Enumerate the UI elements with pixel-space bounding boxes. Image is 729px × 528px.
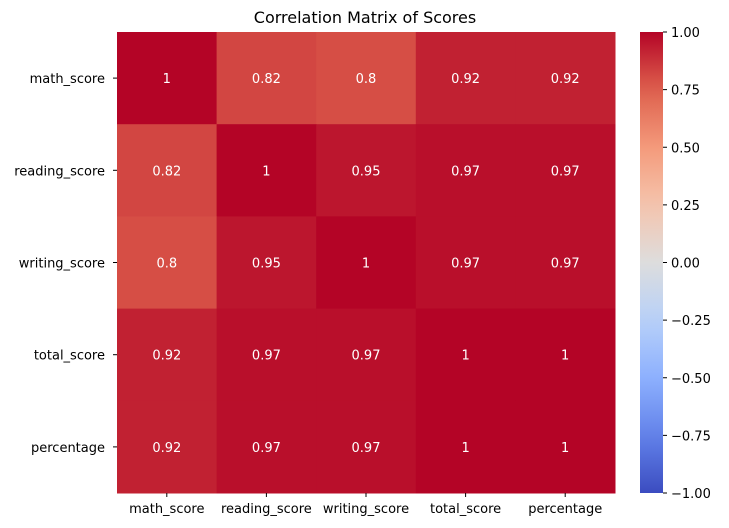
colorbar-tick-label: −0.75 [671,429,711,444]
chart-title: Correlation Matrix of Scores [254,8,476,27]
colorbar-tick-label: 0.00 [671,257,700,272]
y-tick-label: math_score [30,72,105,87]
heatmap-cell [117,308,218,402]
heatmap-cell-label: 0.97 [551,164,580,179]
heatmap-cells [117,32,616,494]
heatmap-cell-label: 0.8 [356,72,377,87]
heatmap-cell [316,308,417,402]
heatmap-cell [415,308,516,402]
y-tick-label: total_score [34,349,105,364]
heatmap-cell-label: 0.82 [152,164,181,179]
heatmap-cell [515,400,616,494]
heatmap-cell [117,32,218,125]
heatmap-cell-label: 0.92 [152,441,181,456]
heatmap-value-labels: 1 0.82 0.8 0.92 0.92 0.82 1 0.95 0.97 0.97 0.8 0.95… [152,72,579,456]
y-tick-label: reading_score [14,164,105,179]
colorbar-tick-label: 0.75 [671,84,700,99]
heatmap-cell [117,400,218,494]
heatmap-cell [117,216,218,310]
y-tick-label: percentage [31,441,105,456]
y-axis: math_score reading_score writing_scoretota… [14,72,117,456]
heatmap-cell [316,124,417,217]
heatmap-cell-label: 1 [561,349,569,364]
heatmap-cell [316,32,417,125]
heatmap-cell-label: 0.97 [252,349,281,364]
heatmap-cell [216,308,317,402]
heatmap-cell [415,216,516,310]
heatmap-cell [415,32,516,125]
colorbar-tick-label: −0.25 [671,314,711,329]
heatmap-cell-label: 1 [262,164,270,179]
heatmap-cell [515,308,616,402]
colorbar-tick-label: −0.50 [671,372,711,387]
x-tick-label: reading_score [221,502,312,517]
heatmap-cell [415,124,516,217]
heatmap-cell [117,124,218,217]
heatmap-cell-label: 0.97 [451,257,480,272]
colorbar-tick-label: −1.00 [671,487,711,502]
heatmap-cell-label: 0.97 [451,164,480,179]
colorbar-tick-label: 0.25 [671,199,700,214]
heatmap-cell-label: 0.97 [252,441,281,456]
heatmap-cell-label: 0.8 [156,257,177,272]
heatmap-cell [316,216,417,310]
heatmap-cell [316,400,417,494]
x-tick-label: writing_score [323,502,409,517]
heatmap-cell-label: 0.97 [352,441,381,456]
heatmap-cell-label: 0.92 [451,72,480,87]
x-tick-label: math_score [129,502,204,517]
heatmap-cell-label: 0.97 [352,349,381,364]
colorbar-gradient [640,32,663,493]
colorbar: 1.00 0.75 0.50 0.25 0.00 −0.25 −0.50 −0.75 −1.00 [640,26,711,502]
colorbar-tick-label: 0.50 [671,141,700,156]
heatmap-cell-label: 1 [561,441,569,456]
heatmap-cell [216,32,317,125]
heatmap-cell-label: 1 [461,349,469,364]
heatmap-cell-label: 0.92 [551,72,580,87]
heatmap-cell [415,400,516,494]
heatmap-cell-label: 0.97 [551,257,580,272]
heatmap-cell-label: 0.92 [152,349,181,364]
heatmap-cell-label: 1 [362,257,370,272]
heatmap-cell-label: 0.95 [252,257,281,272]
heatmap-cell-label: 0.82 [252,72,281,87]
heatmap-cell [216,400,317,494]
heatmap-cell [515,216,616,310]
x-tick-label: percentage [528,502,602,517]
heatmap-cell-label: 1 [461,441,469,456]
heatmap-cell-label: 1 [163,72,171,87]
x-axis: math_score reading_score writing_score tota… [129,493,602,517]
heatmap-cell [515,124,616,217]
heatmap-cell [216,124,317,217]
heatmap-cell-label: 0.95 [352,164,381,179]
x-tick-label: total_score [430,502,501,517]
heatmap-cell [216,216,317,310]
y-tick-label: writing_score [19,257,105,272]
colorbar-tick-label: 1.00 [671,26,700,41]
heatmap-cell [515,32,616,125]
